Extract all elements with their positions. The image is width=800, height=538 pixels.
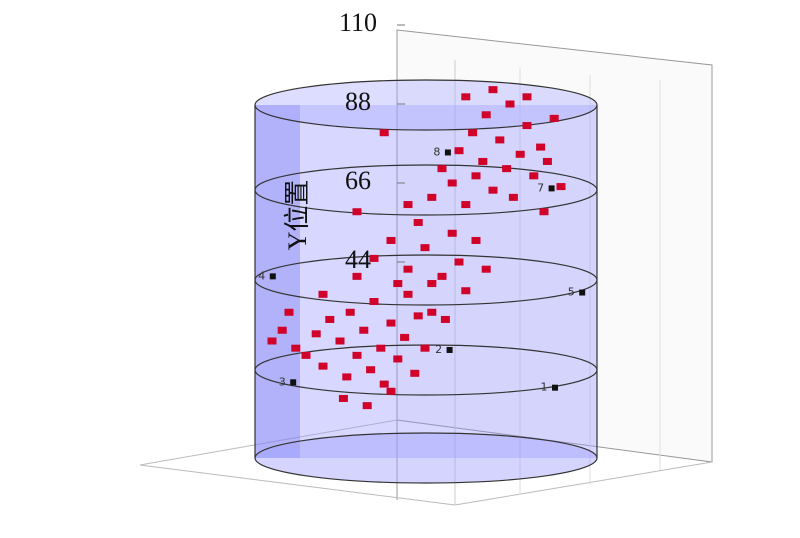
- point: [542, 157, 552, 165]
- point: [335, 337, 345, 345]
- point: [386, 319, 396, 327]
- point: [461, 287, 471, 295]
- point: [410, 369, 420, 377]
- point: [318, 362, 328, 370]
- point: [447, 229, 457, 237]
- point: [481, 111, 491, 119]
- point: [447, 179, 457, 187]
- point: [427, 308, 437, 316]
- point: [345, 308, 355, 316]
- point: [420, 344, 430, 352]
- point: [488, 186, 498, 194]
- point: [437, 272, 447, 280]
- point: [386, 387, 396, 395]
- point: [379, 380, 389, 388]
- back-box: [139, 29, 713, 506]
- anchor-dot: [446, 346, 453, 353]
- annotation: 3: [279, 375, 286, 388]
- point: [342, 373, 352, 381]
- point: [393, 280, 403, 288]
- annotation: 4: [258, 269, 265, 282]
- point: [420, 244, 430, 252]
- anchor-dot: [269, 273, 276, 280]
- anchor-dot: [552, 384, 558, 391]
- point: [267, 337, 277, 345]
- point: [362, 402, 372, 410]
- point: [549, 114, 559, 122]
- point: [369, 298, 379, 305]
- point: [403, 265, 413, 273]
- y-tick-label: 110: [339, 8, 377, 37]
- point: [352, 272, 362, 280]
- point: [427, 193, 437, 201]
- point: [359, 326, 369, 334]
- annotation: 1: [541, 381, 548, 394]
- point: [413, 312, 423, 320]
- point: [478, 157, 488, 165]
- point: [440, 315, 450, 323]
- anchor-dot: [290, 379, 297, 386]
- annotation: 2: [435, 343, 442, 356]
- point: [454, 147, 464, 155]
- point: [539, 208, 549, 216]
- point: [495, 136, 505, 144]
- point: [376, 344, 386, 352]
- cylinder: [254, 79, 598, 484]
- point: [379, 129, 389, 137]
- y-tick-label: 88: [345, 87, 371, 116]
- point: [461, 201, 471, 209]
- point: [325, 315, 335, 323]
- point: [413, 219, 423, 226]
- point: [508, 193, 518, 201]
- point: [536, 143, 546, 151]
- anchor-dot: [548, 185, 555, 192]
- point: [352, 208, 362, 216]
- point: [461, 93, 471, 101]
- y-tick-label: 66: [345, 166, 371, 195]
- point: [338, 394, 348, 402]
- y-axis-label: Y位置: [283, 180, 312, 251]
- point: [366, 366, 376, 374]
- point: [505, 100, 515, 108]
- point: [284, 308, 294, 316]
- y-tick-label: 44: [345, 245, 371, 274]
- point: [311, 330, 321, 338]
- anchor-dot: [444, 149, 451, 156]
- point: [471, 172, 481, 180]
- point: [291, 344, 301, 352]
- point: [468, 129, 478, 137]
- point: [515, 150, 525, 158]
- annotation: 8: [433, 145, 440, 158]
- annotation: 7: [537, 181, 544, 194]
- point: [502, 165, 512, 173]
- point: [556, 183, 566, 191]
- point: [393, 355, 403, 363]
- point: [277, 326, 287, 334]
- point: [427, 280, 437, 288]
- point: [454, 258, 464, 266]
- point: [352, 351, 362, 359]
- point: [437, 165, 447, 173]
- point: [529, 172, 539, 180]
- point: [318, 290, 328, 298]
- annotation: 5: [568, 286, 575, 299]
- point: [403, 290, 413, 298]
- point: [403, 201, 413, 209]
- point: [386, 236, 396, 244]
- point: [400, 333, 410, 341]
- point: [481, 265, 491, 273]
- point: [471, 236, 481, 244]
- point: [301, 351, 311, 359]
- anchor-dot: [579, 289, 586, 296]
- point: [488, 86, 498, 94]
- point: [522, 93, 532, 101]
- point: [369, 254, 379, 262]
- point: [522, 122, 532, 130]
